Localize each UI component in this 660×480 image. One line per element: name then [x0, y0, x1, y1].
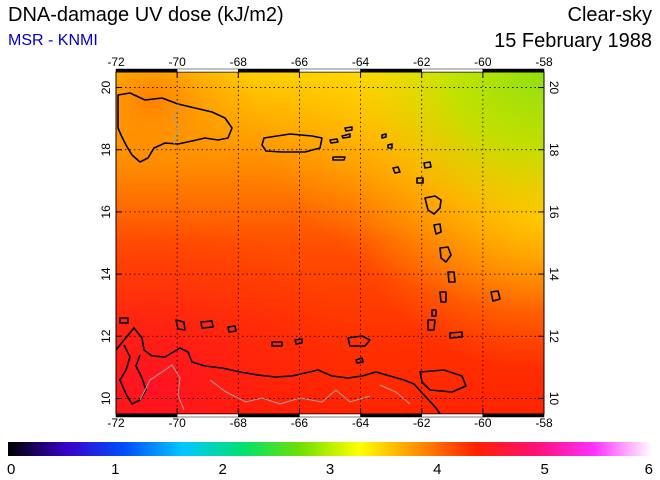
- lon-tick-label: -66: [291, 55, 309, 69]
- colorbar-tick-label: 0: [7, 461, 15, 478]
- date-label: 15 February 1988: [494, 30, 652, 52]
- lon-tick-label: -70: [168, 416, 186, 430]
- lon-tick-label: -66: [291, 416, 309, 430]
- colorbar-labels: 0 1 2 3 4 5 6: [7, 461, 653, 478]
- lat-tick-label: 18: [99, 143, 113, 157]
- lon-tick-label: -62: [413, 55, 431, 69]
- lon-tick-label: -68: [230, 55, 248, 69]
- venezuela-east-border: [379, 384, 411, 405]
- frame-band: [482, 413, 545, 418]
- lon-tick-label: -72: [107, 55, 125, 69]
- frame-band: [299, 68, 361, 73]
- coastlines: [115, 92, 501, 415]
- frame-band: [421, 68, 484, 73]
- colorbar-tick-label: 6: [645, 461, 653, 478]
- latitude-labels-left: 10 12 14 16 18 20: [99, 81, 113, 406]
- lon-tick-label: -70: [168, 55, 186, 69]
- lat-tick-label: 12: [547, 330, 561, 344]
- aruba-island: [119, 317, 129, 324]
- lat-tick-label: 16: [547, 205, 561, 219]
- hispaniola-coast: [117, 92, 233, 163]
- puerto-rico-coast: [261, 133, 323, 153]
- frame-band: [482, 68, 545, 73]
- lon-tick-label: -60: [474, 55, 492, 69]
- gulf-of-venezuela: [119, 344, 147, 405]
- frame-band: [115, 68, 178, 73]
- dominica-island: [433, 223, 442, 235]
- grenadines-islands: [427, 309, 437, 331]
- lat-tick-label: 20: [99, 81, 113, 95]
- sky-condition-label: Clear-sky: [567, 4, 652, 26]
- venezuela-colombia-border: [139, 364, 185, 411]
- lat-tick-label: 14: [99, 267, 113, 281]
- colorbar-tick-label: 4: [433, 461, 441, 478]
- st-lucia-island: [447, 271, 456, 283]
- frame-band: [238, 68, 300, 73]
- lon-tick-label: -72: [107, 416, 125, 430]
- lon-tick-label: -64: [352, 55, 370, 69]
- longitude-labels-bottom: -72 -70 -68 -66 -64 -62 -60 -58: [107, 416, 553, 430]
- lat-lon-gridlines: [116, 72, 544, 414]
- bonaire-island: [200, 320, 214, 329]
- south-america-coast: [115, 327, 441, 415]
- map-title: DNA-damage UV dose (kJ/m2): [8, 4, 284, 26]
- st-kitts-island: [392, 166, 401, 174]
- lat-tick-label: 10: [547, 392, 561, 406]
- colorbar-tick-label: 3: [326, 461, 334, 478]
- lon-tick-label: -60: [474, 416, 492, 430]
- lat-tick-label: 20: [547, 81, 561, 95]
- lon-tick-label: -58: [535, 416, 553, 430]
- lon-tick-label: -62: [413, 416, 431, 430]
- lat-tick-label: 14: [547, 267, 561, 281]
- dose-field: [116, 72, 544, 414]
- lon-tick-label: -58: [535, 55, 553, 69]
- colorbar-tick-label: 2: [218, 461, 226, 478]
- hispaniola-border: [173, 103, 179, 145]
- anguilla-islands: [381, 133, 393, 149]
- martinique-island: [439, 246, 452, 263]
- colorbar-tick-label: 5: [540, 461, 548, 478]
- lat-tick-label: 16: [99, 205, 113, 219]
- frame-ticks: [115, 68, 545, 418]
- guadeloupe-island: [424, 195, 442, 215]
- barbados-island: [490, 290, 501, 302]
- latitude-labels-right: 10 12 14 16 18 20: [547, 81, 561, 406]
- frame-band: [360, 68, 422, 73]
- data-source-label: MSR - KNMI: [8, 32, 98, 49]
- tobago-island: [449, 331, 463, 339]
- margarita-island: [347, 335, 371, 364]
- country-borders: [139, 103, 411, 411]
- st-vincent-island: [439, 291, 447, 303]
- los-roques-islands: [227, 325, 303, 347]
- colorbar: [8, 442, 652, 456]
- trinidad-island: [419, 369, 467, 393]
- colorbar-tick-label: 1: [111, 461, 119, 478]
- longitude-labels-top: -72 -70 -68 -66 -64 -62 -60 -58: [107, 55, 553, 69]
- venezuela-internal-border: [209, 379, 371, 405]
- antigua-island: [416, 161, 432, 184]
- lon-tick-label: -64: [352, 416, 370, 430]
- curacao-island: [175, 319, 186, 331]
- lat-tick-label: 18: [547, 143, 561, 157]
- lat-tick-label: 12: [99, 329, 113, 343]
- frame-band: [176, 68, 239, 73]
- lat-tick-label: 10: [99, 391, 113, 405]
- lon-tick-label: -68: [230, 416, 248, 430]
- virgin-islands: [329, 126, 353, 161]
